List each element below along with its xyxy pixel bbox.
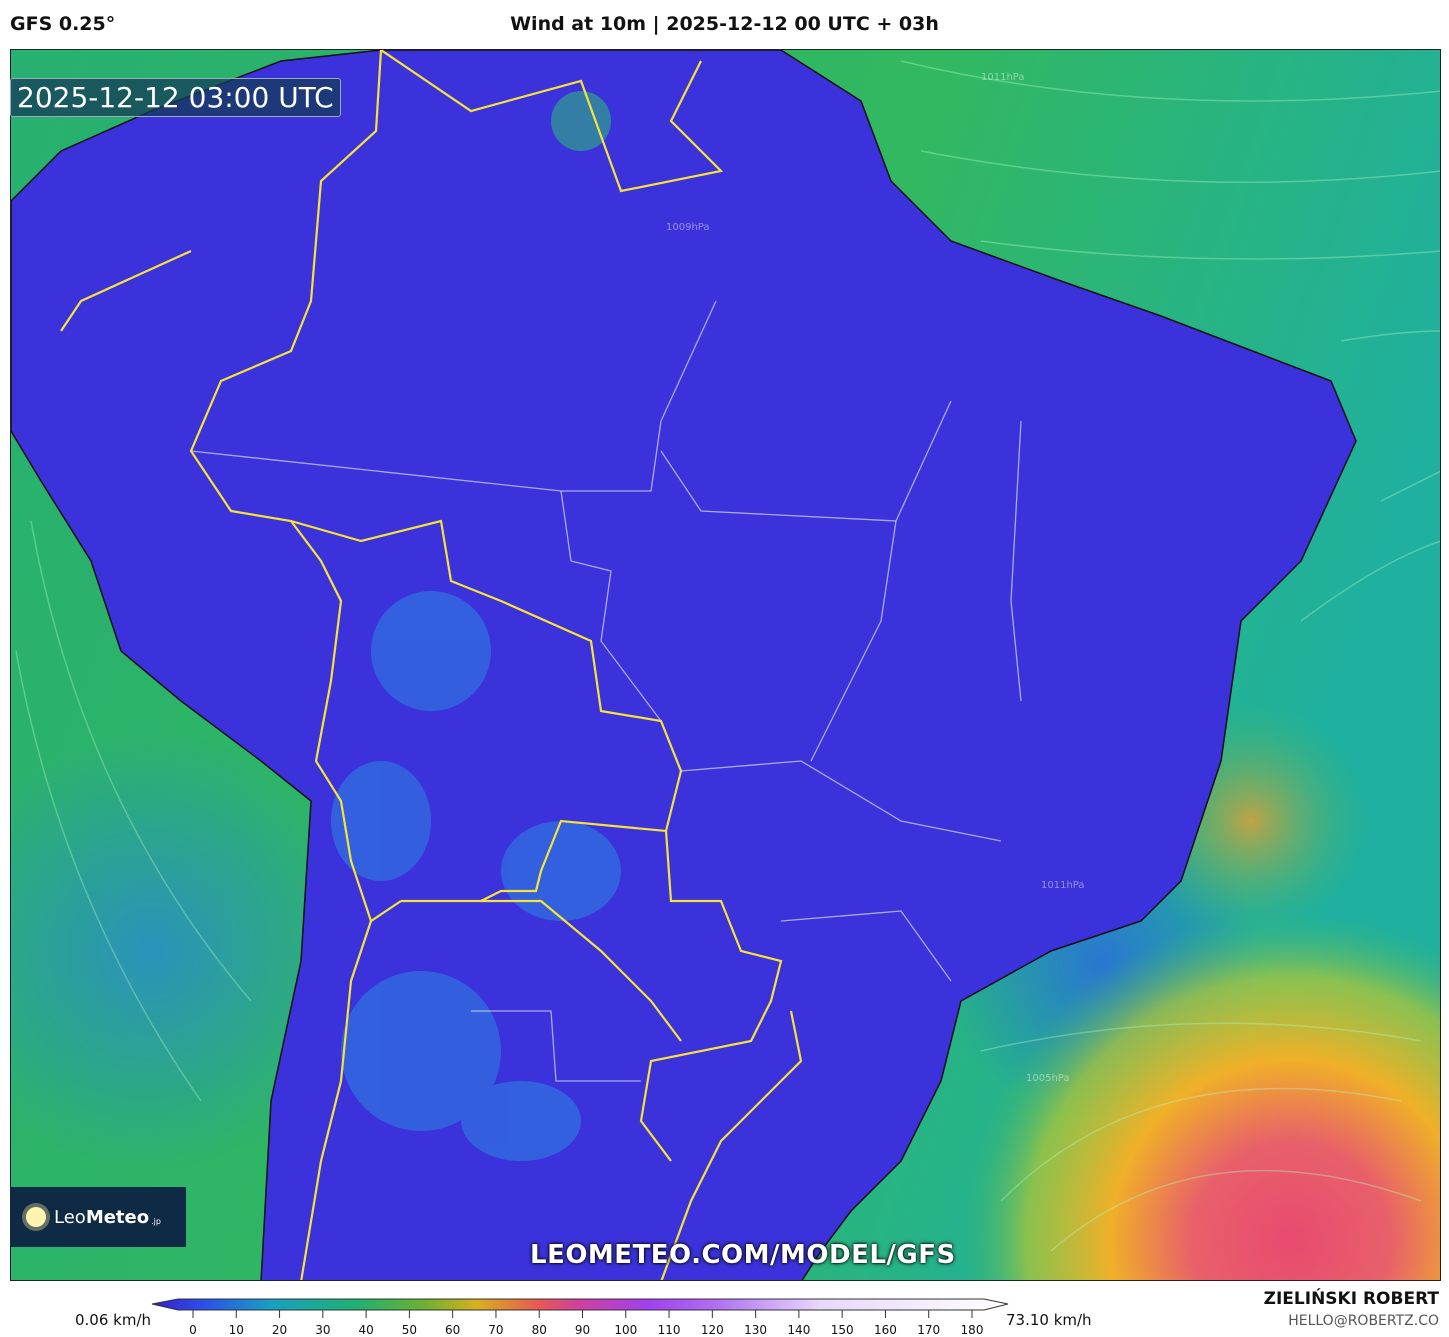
logo-text-meteo: Meteo bbox=[85, 1206, 150, 1228]
colorbar-tick-label: 170 bbox=[917, 1323, 941, 1337]
model-label: GFS 0.25° bbox=[10, 13, 116, 35]
colorbar-min-label: 0.06 km/h bbox=[75, 1311, 152, 1329]
colorbar-tick-label: 50 bbox=[401, 1323, 418, 1337]
state-borders bbox=[190, 300, 1022, 1082]
land-wind-patches bbox=[331, 91, 621, 1161]
colorbar-tick-label: 100 bbox=[614, 1323, 638, 1337]
colorbar-tick-label: 10 bbox=[228, 1323, 244, 1337]
colorbar-tick-label: 20 bbox=[271, 1323, 288, 1337]
logo-suffix: .jp bbox=[151, 1216, 161, 1226]
pressure-label: 1011hPa bbox=[1041, 880, 1085, 891]
colorbar bbox=[151, 1298, 1009, 1318]
leometeo-logo[interactable]: Leo Meteo .jp bbox=[10, 1187, 186, 1247]
colorbar-tick-label: 160 bbox=[873, 1323, 897, 1337]
south-america-land bbox=[11, 50, 1357, 1280]
country-borders bbox=[60, 50, 803, 1280]
map-title: Wind at 10m | 2025-12-12 00 UTC + 03h bbox=[510, 13, 939, 35]
streamlines bbox=[15, 60, 1440, 1252]
author-email[interactable]: HELLO@ROBERTZ.CO bbox=[1288, 1313, 1439, 1329]
colorbar-tick-label: 60 bbox=[445, 1323, 461, 1337]
sun-icon bbox=[26, 1207, 46, 1227]
pressure-label: 1005hPa bbox=[1026, 1073, 1070, 1084]
colorbar-tick-label: 120 bbox=[700, 1323, 724, 1337]
colorbar-tick-label: 110 bbox=[657, 1323, 681, 1337]
timestamp-label: 2025-12-12 03:00 UTC bbox=[10, 78, 341, 117]
colorbar-tick-label: 180 bbox=[960, 1323, 984, 1337]
map-canvas bbox=[11, 50, 1440, 1280]
colorbar-max-label: 73.10 km/h bbox=[1006, 1311, 1092, 1329]
colorbar-tick-label: 90 bbox=[574, 1323, 591, 1337]
colorbar-tick-label: 70 bbox=[488, 1323, 504, 1337]
watermark-url: LEOMETEO.COM/MODEL/GFS bbox=[530, 1240, 956, 1270]
logo-text-leo: Leo bbox=[54, 1206, 86, 1228]
pressure-label: 1011hPa bbox=[981, 72, 1025, 83]
colorbar-tick-label: 130 bbox=[744, 1323, 768, 1337]
author-name: ZIELIŃSKI ROBERT bbox=[1263, 1289, 1439, 1309]
wind-map[interactable]: 1011hPa 1009hPa 1011hPa 1005hPa bbox=[10, 49, 1441, 1281]
colorbar-tick-label: 40 bbox=[358, 1323, 374, 1337]
pressure-label: 1009hPa bbox=[666, 222, 710, 233]
colorbar-tick-label: 140 bbox=[787, 1323, 811, 1337]
colorbar-tick-label: 0 bbox=[189, 1323, 197, 1337]
colorbar-tick-label: 150 bbox=[830, 1323, 854, 1337]
colorbar-tick-label: 80 bbox=[531, 1323, 547, 1337]
colorbar-tick-label: 30 bbox=[315, 1323, 331, 1337]
